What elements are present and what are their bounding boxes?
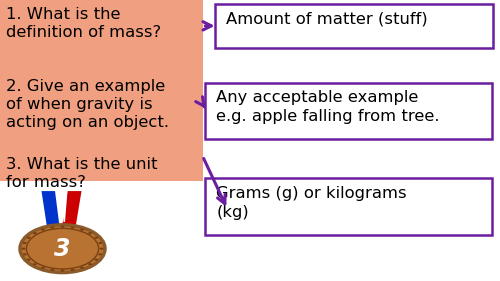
Text: Any acceptable example
e.g. apple falling from tree.: Any acceptable example e.g. apple fallin… xyxy=(216,90,440,124)
Circle shape xyxy=(94,237,98,239)
Text: Grams (g) or kilograms
(kg): Grams (g) or kilograms (kg) xyxy=(216,186,407,220)
FancyBboxPatch shape xyxy=(215,4,492,48)
Circle shape xyxy=(80,267,84,269)
Circle shape xyxy=(60,269,64,272)
Circle shape xyxy=(33,263,37,265)
Text: 3: 3 xyxy=(54,237,71,261)
Circle shape xyxy=(100,248,103,250)
Circle shape xyxy=(50,226,54,228)
Circle shape xyxy=(70,226,74,228)
Circle shape xyxy=(70,269,74,271)
Circle shape xyxy=(41,267,45,269)
Circle shape xyxy=(20,225,105,273)
Circle shape xyxy=(26,259,30,261)
Text: Amount of matter (stuff): Amount of matter (stuff) xyxy=(226,12,428,27)
Circle shape xyxy=(94,259,98,261)
Circle shape xyxy=(41,228,45,231)
FancyBboxPatch shape xyxy=(0,0,202,181)
Circle shape xyxy=(98,242,102,244)
Circle shape xyxy=(80,228,84,231)
Text: 3. What is the unit
for mass?: 3. What is the unit for mass? xyxy=(6,157,158,190)
Polygon shape xyxy=(61,191,68,222)
Text: 2. Give an example
of when gravity is
acting on an object.: 2. Give an example of when gravity is ac… xyxy=(6,79,169,130)
Circle shape xyxy=(22,253,26,255)
Circle shape xyxy=(26,237,30,239)
FancyBboxPatch shape xyxy=(205,83,492,139)
Circle shape xyxy=(88,263,92,265)
Circle shape xyxy=(33,232,37,234)
Polygon shape xyxy=(62,191,82,230)
Circle shape xyxy=(22,242,26,244)
Circle shape xyxy=(22,248,26,250)
Text: 1. What is the
definition of mass?: 1. What is the definition of mass? xyxy=(6,7,161,40)
FancyBboxPatch shape xyxy=(205,178,492,235)
Circle shape xyxy=(88,232,92,234)
Circle shape xyxy=(60,226,64,228)
Circle shape xyxy=(50,269,54,271)
Polygon shape xyxy=(42,191,60,230)
Circle shape xyxy=(98,253,102,255)
